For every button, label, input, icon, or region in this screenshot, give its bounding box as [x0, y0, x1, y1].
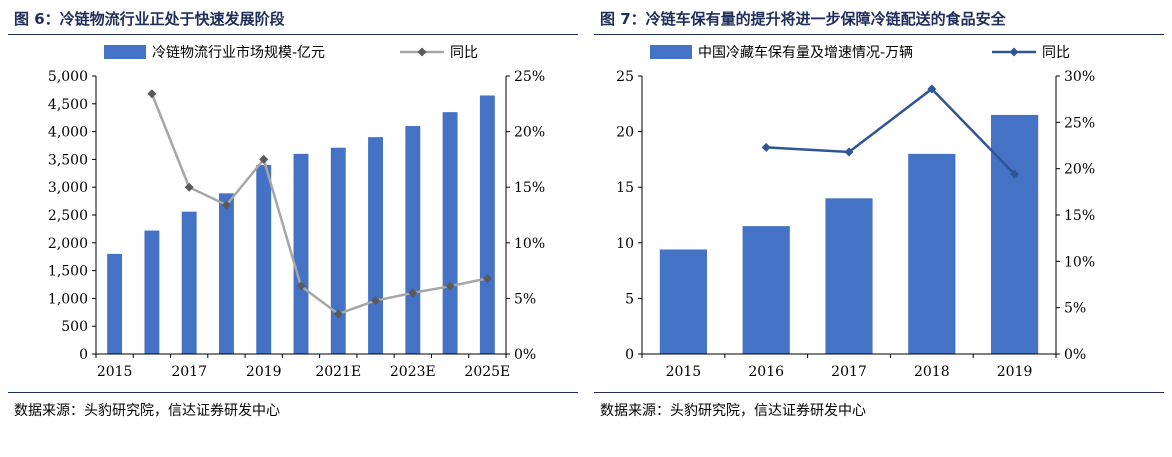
bar-2018 [219, 193, 234, 354]
yoy-line [766, 87, 1016, 176]
legend-line-marker [417, 47, 427, 57]
figure-7-panel: 图 7：冷链车保有量的提升将进一步保障冷链配送的食品安全 0 5 10 15 20 25 0… [586, 0, 1172, 457]
left-tick-label: 20 [616, 125, 634, 141]
bar-2025E [479, 95, 495, 355]
legend-bar-swatch [104, 45, 146, 59]
legend-bar-label: 冷链物流行业市场规模-亿元 [152, 44, 325, 61]
bar-2015 [107, 253, 123, 354]
x-tick-label-2015: 2015 [97, 364, 133, 380]
bottom-divider [8, 392, 578, 393]
left-tick-label: 3,000 [48, 180, 88, 196]
yoy-point-2016 [761, 142, 771, 152]
left-tick-label: 4,000 [48, 125, 88, 141]
right-tick-label: 25% [1064, 115, 1095, 131]
right-tick-label: 15% [514, 180, 545, 196]
legend-bar-swatch [650, 45, 692, 59]
bar-2022E [368, 137, 383, 354]
yoy-point-2024E [445, 281, 455, 291]
x-tick-label-2017: 2017 [171, 364, 207, 380]
yoy-point-2016 [147, 89, 157, 99]
x-tick-label-2015: 2015 [666, 364, 702, 380]
right-tick-label: 15% [1064, 208, 1095, 224]
bar-2024E [442, 112, 458, 354]
left-tick-label: 0 [625, 347, 634, 363]
cold-chain-market-chart: 0 500 1,000 1,500 2,000 2,500 3,000 3,500 4,000 4… [48, 44, 545, 380]
bar-2019 [256, 164, 272, 354]
source-note: 数据来源：头豹研究院，信达证券研发中心 [600, 403, 866, 419]
source-note: 数据来源：头豹研究院，信达证券研发中心 [14, 403, 280, 419]
bar-2016 [144, 230, 160, 354]
yoy-point-2022E [371, 296, 381, 306]
bar-2016 [742, 226, 790, 354]
x-tick-label-2019: 2019 [997, 364, 1033, 380]
yoy-point-2018 [221, 200, 231, 210]
figure-title: 图 7：冷链车保有量的提升将进一步保障冷链配送的食品安全 [600, 10, 1006, 28]
bar-2023E [405, 126, 421, 354]
figure-title: 图 6：冷链物流行业正处于快速发展阶段 [14, 10, 285, 28]
x-tick-label-2019: 2019 [246, 364, 282, 380]
yoy-point-2023E [408, 288, 418, 298]
x-tick-label-2018: 2018 [914, 364, 950, 380]
bar-2020 [293, 153, 309, 354]
right-tick-label: 0% [514, 347, 536, 363]
right-tick-label: 20% [1064, 162, 1095, 178]
yoy-point-2018 [927, 84, 937, 94]
left-tick-label: 2,000 [48, 236, 88, 252]
yoy-point-2025E [482, 273, 492, 283]
left-tick-label: 0 [79, 347, 88, 363]
legend-line-label: 同比 [450, 45, 478, 61]
right-tick-label: 5% [1064, 301, 1086, 317]
yoy-point-2019 [1010, 169, 1020, 179]
left-tick-label: 3,500 [48, 152, 88, 168]
title-divider [594, 34, 1164, 35]
bar-2019 [991, 114, 1039, 354]
x-tick-label-2017: 2017 [831, 364, 867, 380]
bar-2015 [659, 249, 707, 354]
right-tick-label: 10% [1064, 254, 1095, 270]
left-tick-label: 5 [625, 291, 634, 307]
right-tick-label: 5% [514, 291, 536, 307]
legend-line-marker [1009, 47, 1019, 57]
yoy-point-2017 [184, 182, 194, 192]
left-tick-label: 25 [616, 69, 634, 85]
left-tick-label: 15 [616, 180, 634, 196]
bottom-divider [594, 392, 1164, 393]
refrigerated-truck-chart: 0 5 10 15 20 25 0% 5% 10% 15% 20% 25% 30% 2015 2016 201… [616, 44, 1095, 380]
x-tick-label-2023E: 2023E [390, 364, 436, 380]
right-tick-label: 30% [1064, 69, 1095, 85]
right-tick-label: 25% [514, 69, 545, 85]
left-tick-label: 2,500 [48, 208, 88, 224]
right-tick-label: 10% [514, 236, 545, 252]
yoy-point-2019 [259, 154, 269, 164]
left-tick-label: 4,500 [48, 97, 88, 113]
yoy-point-2017 [844, 147, 854, 157]
bar-2017 [181, 211, 197, 354]
right-tick-label: 20% [514, 125, 545, 141]
x-tick-label-2025E: 2025E [464, 364, 510, 380]
x-tick-label-2021E: 2021E [315, 364, 361, 380]
left-tick-label: 10 [616, 236, 634, 252]
figure-6-panel: 图 6：冷链物流行业正处于快速发展阶段 0 500 1,000 1,500 2,000 2… [8, 10, 578, 419]
bar-2018 [908, 153, 956, 354]
yoy-point-2020 [296, 281, 306, 291]
right-tick-label: 0% [1064, 347, 1086, 363]
title-divider [8, 34, 578, 35]
yoy-point-2021E [333, 309, 343, 319]
legend-bar-label: 中国冷藏车保有量及增速情况-万辆 [698, 44, 913, 61]
x-tick-label-2016: 2016 [748, 364, 784, 380]
yoy-line [150, 93, 488, 316]
bar-2021E [330, 147, 346, 354]
left-tick-label: 5,000 [48, 69, 88, 85]
bar-2017 [825, 198, 873, 354]
left-tick-label: 1,500 [48, 264, 88, 280]
legend-line-label: 同比 [1042, 45, 1070, 61]
left-tick-label: 1,000 [48, 291, 88, 307]
left-tick-label: 500 [61, 319, 88, 335]
